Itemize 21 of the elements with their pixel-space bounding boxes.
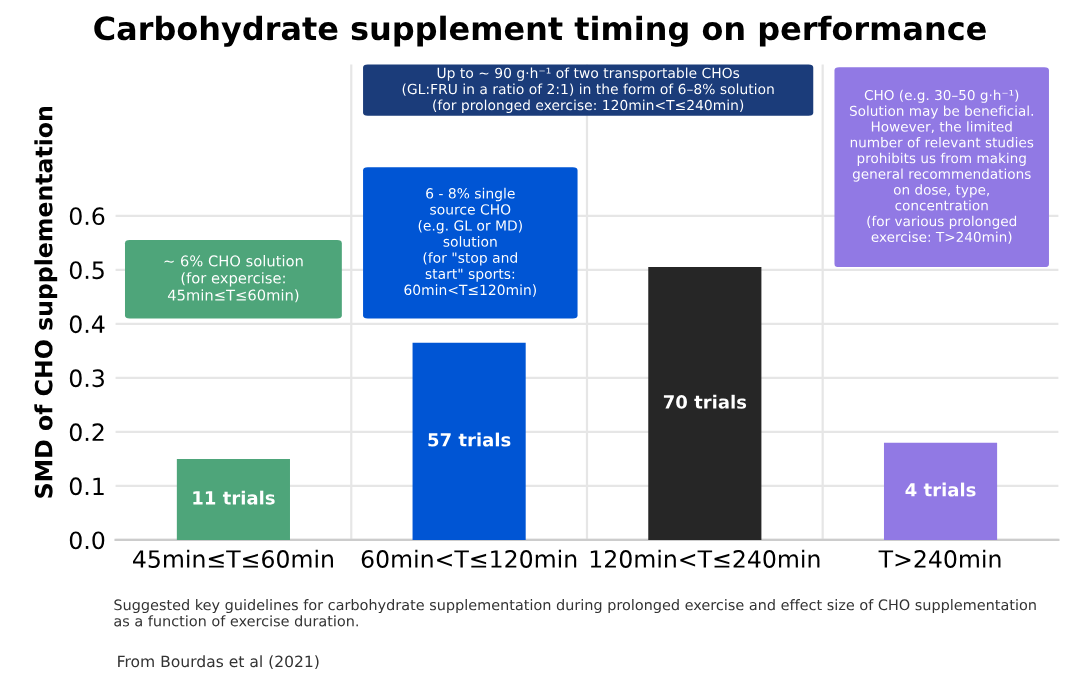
chart-title: Carbohydrate supplement timing on performance (94, 15, 986, 47)
y-tick-label: 0.1 (69, 477, 104, 496)
annotation: 57 trials (428, 432, 511, 447)
x-tick-label: 120min<T≤240min (590, 549, 820, 568)
bar (883, 442, 998, 540)
y-axis-title: SMD of CHO supplementation (34, 106, 58, 498)
annotation: 70 trials (663, 394, 747, 409)
y-tick-label: 0.5 (69, 261, 104, 280)
y-tick-label: 0.2 (69, 423, 104, 442)
x-tick-label: 60min<T≤120min (361, 549, 577, 568)
annotation: 11 trials (193, 490, 275, 505)
y-tick-label: 0.3 (69, 369, 104, 388)
x-tick-label: T>240min (878, 549, 1001, 568)
bar (412, 342, 526, 540)
y-tick-label: 0.4 (69, 315, 105, 334)
x-tick-label: 45min≤T≤60min (133, 549, 333, 568)
y-tick-label: 0.0 (69, 531, 105, 550)
bar (176, 458, 290, 540)
annotation: 4 trials (905, 482, 976, 497)
y-tick-label: 0.6 (69, 207, 105, 226)
bar (648, 267, 762, 540)
